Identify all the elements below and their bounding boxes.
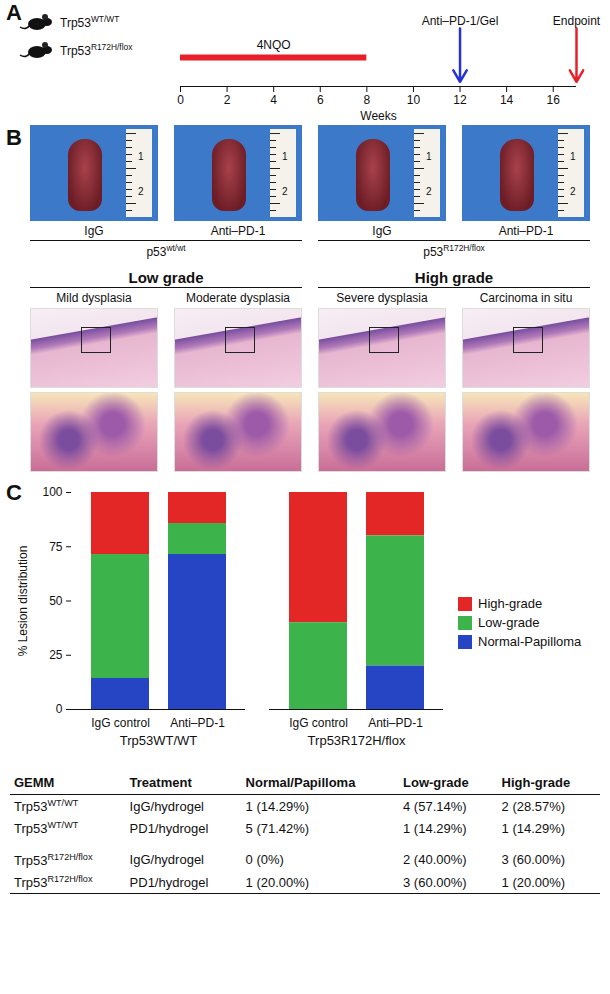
html-text:0 (0%): 0 (0%) — [245, 852, 284, 868]
html-text:A: A — [6, 0, 22, 25]
html-text:IgG: IgG — [84, 224, 104, 238]
html-text:Anti–PD-1: Anti–PD-1 — [210, 224, 266, 238]
html-text:3 (60.00%): 3 (60.00%) — [501, 852, 566, 868]
html-text:C: C — [6, 480, 22, 505]
html-text:Anti–PD-1: Anti–PD-1 — [498, 224, 554, 238]
html-text:Mild dysplasia: Mild dysplasia — [56, 291, 132, 305]
html-text:PD1/hydrogel: PD1/hydrogel — [129, 874, 209, 890]
html-text:Normal-Papilloma: Normal-Papilloma — [478, 634, 582, 649]
html-text:1: 1 — [570, 151, 576, 162]
html-text:IgG/hydrogel: IgG/hydrogel — [129, 798, 204, 814]
html-text:Low-grade: Low-grade — [403, 775, 469, 790]
html-text:1 (20.00%): 1 (20.00%) — [245, 874, 310, 890]
html-text:4 (57.14%): 4 (57.14%) — [403, 798, 467, 814]
html-text:Low-grade: Low-grade — [478, 615, 540, 630]
html-text:High grade: High grade — [414, 269, 494, 286]
html-text:Trp53R172H/flox: Trp53R172H/flox — [14, 851, 93, 868]
svg-text:6: 6 — [317, 93, 324, 107]
html-text:Carcinoma in situ: Carcinoma in situ — [479, 291, 573, 305]
html-text:1 (14.29%): 1 (14.29%) — [501, 821, 566, 836]
html-text:GEMM: GEMM — [14, 775, 55, 790]
svg-text:Anti–PD-1: Anti–PD-1 — [368, 716, 423, 730]
svg-text:14: 14 — [500, 93, 514, 107]
html-text:p53wt/wt: p53wt/wt — [146, 243, 186, 259]
html-text:3 (60.00%): 3 (60.00%) — [403, 874, 467, 890]
html-text:2: 2 — [426, 186, 432, 197]
svg-text:75: 75 — [49, 540, 63, 554]
svg-text:Anti–PD-1: Anti–PD-1 — [170, 716, 225, 730]
svg-text:Anti–PD-1/Gel: Anti–PD-1/Gel — [422, 14, 499, 28]
html-text:2: 2 — [282, 186, 288, 197]
svg-text:16: 16 — [547, 93, 561, 107]
html-text:5 (71.42%): 5 (71.42%) — [245, 821, 310, 836]
html-text:Treatment: Treatment — [129, 775, 192, 790]
svg-text:Endpoint: Endpoint — [553, 14, 601, 28]
html-text:Trp53R172H/flox: Trp53R172H/flox — [14, 874, 93, 891]
html-text:2 (28.57%): 2 (28.57%) — [501, 798, 566, 814]
svg-text:50: 50 — [49, 594, 63, 608]
html-text:1: 1 — [426, 151, 432, 162]
svg-text:Trp53R172H/flox: Trp53R172H/flox — [308, 733, 406, 748]
svg-text:% Lesion distribution: % Lesion distribution — [16, 546, 30, 657]
html-text:B: B — [6, 125, 22, 150]
html-text:PD1/hydrogel: PD1/hydrogel — [129, 821, 209, 836]
html-text:1: 1 — [282, 151, 288, 162]
html-text:p53R172H/flox: p53R172H/flox — [423, 243, 485, 259]
svg-text:2: 2 — [224, 93, 231, 107]
html-text:1 (14.29%): 1 (14.29%) — [245, 798, 310, 814]
html-text:Trp53WT/WT: Trp53WT/WT — [60, 14, 120, 30]
html-text:IgG/hydrogel: IgG/hydrogel — [129, 852, 204, 868]
html-text:High-grade: High-grade — [478, 596, 543, 611]
svg-text:Trp53WT/WT: Trp53WT/WT — [120, 733, 198, 748]
svg-text:0: 0 — [56, 702, 63, 716]
svg-text:100: 100 — [42, 485, 62, 499]
svg-text:0: 0 — [177, 93, 184, 107]
svg-text:10: 10 — [407, 93, 421, 107]
html-text:Low grade: Low grade — [128, 269, 204, 286]
html-text:Severe dysplasia: Severe dysplasia — [336, 291, 428, 305]
html-text:2 (40.00%): 2 (40.00%) — [403, 852, 467, 868]
html-text:Trp53R172H/flox: Trp53R172H/flox — [60, 42, 133, 58]
svg-text:Weeks: Weeks — [360, 109, 396, 123]
html-text:2: 2 — [138, 186, 144, 197]
html-text:IgG: IgG — [372, 224, 392, 238]
html-text:Trp53WT/WT: Trp53WT/WT — [14, 798, 79, 815]
html-text:1 (14.29%): 1 (14.29%) — [403, 821, 467, 836]
svg-text:25: 25 — [49, 648, 63, 662]
svg-text:IgG control: IgG control — [289, 716, 348, 730]
svg-text:12: 12 — [453, 93, 467, 107]
svg-text:4NQO: 4NQO — [257, 38, 291, 52]
html-text:Moderate dysplasia: Moderate dysplasia — [186, 291, 290, 305]
html-text:Normal/Papilloma: Normal/Papilloma — [245, 775, 356, 790]
html-text:Trp53WT/WT: Trp53WT/WT — [14, 820, 79, 837]
html-text:High-grade: High-grade — [501, 775, 571, 790]
html-text:1 (20.00%): 1 (20.00%) — [501, 874, 566, 890]
svg-text:IgG control: IgG control — [91, 716, 150, 730]
html-text:2: 2 — [570, 186, 576, 197]
html-text:1: 1 — [138, 151, 144, 162]
svg-text:8: 8 — [364, 93, 371, 107]
svg-text:4: 4 — [270, 93, 277, 107]
